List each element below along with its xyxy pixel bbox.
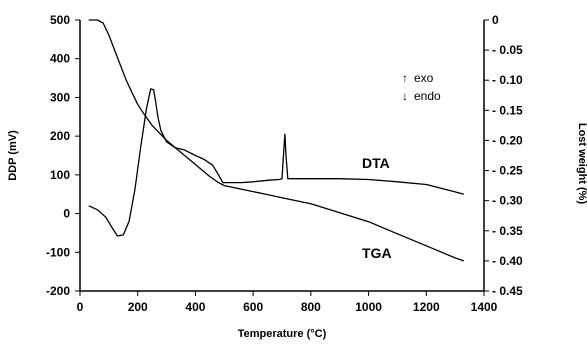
ticks-layer: 0 200 400 600 800 1000 1200 1400500400300200100…: [46, 13, 523, 314]
y-left-tick-label: 200: [50, 129, 70, 143]
y-right-tick-label: - 0.20: [492, 133, 523, 147]
y-left-tick-label: 500: [50, 13, 70, 27]
series-line-dta: [88, 88, 464, 237]
y-left-tick-label: -200: [46, 284, 70, 298]
y-right-tick-label: 0: [492, 13, 499, 27]
y-right-tick-label: - 0.35: [492, 224, 523, 238]
y-left-tick-label: 0: [63, 207, 70, 221]
x-tick-label: 1000: [355, 300, 382, 314]
annotation-text-exo: exo: [414, 71, 434, 85]
series-layer: [88, 19, 465, 262]
labels-layer: Temperature (°C) DDP (mV) Lost weight (%) D…: [7, 71, 587, 340]
y-right-tick-label: - 0.05: [492, 43, 523, 57]
y-axis-left-title: DDP (mV): [7, 130, 19, 181]
y-right-tick-label: - 0.15: [492, 103, 523, 117]
series-name-dta: DTA: [362, 155, 390, 171]
x-tick-label: 1200: [413, 300, 440, 314]
y-left-tick-label: -100: [46, 245, 70, 259]
series-line-tga: [88, 19, 465, 262]
y-left-tick-label: 300: [50, 90, 70, 104]
annotation-arrow-endo: ↓: [402, 89, 408, 103]
axes-layer: [79, 20, 485, 292]
annotation-arrow-exo: ↑: [402, 71, 408, 85]
y-right-tick-label: - 0.10: [492, 73, 523, 87]
x-tick-label: 0: [77, 300, 84, 314]
x-tick-label: 600: [243, 300, 263, 314]
x-tick-label: 400: [185, 300, 205, 314]
y-axis-right-title: Lost weight (%): [576, 123, 587, 205]
y-left-tick-label: 100: [50, 168, 70, 182]
x-tick-label: 800: [301, 300, 321, 314]
y-right-tick-label: - 0.25: [492, 164, 523, 178]
y-right-tick-label: - 0.45: [492, 284, 523, 298]
x-tick-label: 200: [128, 300, 148, 314]
x-axis-title: Temperature (°C): [238, 328, 327, 340]
annotation-text-endo: endo: [414, 89, 441, 103]
y-right-tick-label: - 0.40: [492, 254, 523, 268]
x-tick-label: 1400: [471, 300, 498, 314]
series-name-tga: TGA: [362, 245, 392, 261]
y-right-tick-label: - 0.30: [492, 194, 523, 208]
y-left-tick-label: 400: [50, 52, 70, 66]
